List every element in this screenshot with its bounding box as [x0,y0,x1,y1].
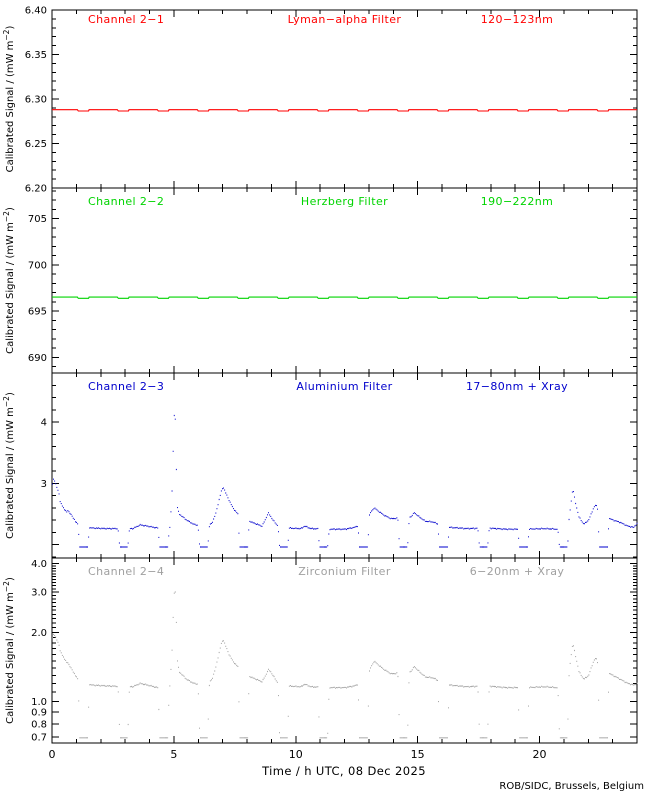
x-tick-label: 5 [170,748,177,761]
y-tick-label: 6.25 [25,139,47,150]
y-tick-label: 1.0 [31,697,47,708]
credit-text: ROB/SIDC, Brussels, Belgium [499,781,644,792]
data-series-line [52,109,637,112]
panel-channel-2-4: 0.7 0.80.91.0 2.0 3.0 4.0 0 5 10 15 20 Channel 2−4… [2,557,638,761]
y-tick-label: 6.30 [25,95,47,106]
panel-title-filter: Herzberg Filter [301,195,388,208]
y-tick-label: 700 [28,260,47,271]
y-tick-label: 6.40 [25,6,47,17]
y-axis-label: Calibrated Signal / (mW m−2) [2,392,16,539]
panel-title-band: 190−222nm [481,195,554,208]
panel-title-channel: Channel 2−1 [88,13,164,26]
y-tick-label: 4.0 [31,559,47,570]
y-tick-label: 2.0 [31,628,47,639]
x-tick-label: 0 [49,748,56,761]
panel-channel-2-2: 690 695 700 705 Channel 2−2 Herzberg Filter 19… [2,187,638,374]
y-tick-label: 690 [28,353,47,364]
y-tick-label: 6.35 [25,50,47,61]
panel-title-filter: Zirconium Filter [298,565,391,578]
y-axis-label: Calibrated Signal / (mW m−2) [2,577,16,724]
axes [51,372,638,559]
y-tick-label: 0.9 [31,708,47,719]
panel-title-channel: Channel 2−2 [88,195,164,208]
panel-channel-2-1: 6.20 6.25 6.30 6.35 6.40 Channel 2−1 Lyman−alp… [2,6,638,195]
y-tick-label: 705 [28,214,47,225]
x-axis-title: Time / h UTC, 08 Dec 2025 [261,764,426,778]
y-tick-label: 695 [28,307,47,318]
y-tick-label: 0.7 [31,733,47,744]
x-tick-label: 20 [533,748,547,761]
panel-title-band: 120−123nm [481,13,554,26]
panel-title-channel: Channel 2−4 [88,565,164,578]
data-series-points [52,591,638,739]
panel-title-filter: Aluminium Filter [296,380,392,393]
data-series-line [52,296,637,299]
panel-box [51,187,638,374]
panel-title-band: 17−80nm + Xray [466,380,568,393]
axes [51,187,638,374]
panel-box [51,372,638,559]
panel-title-band: 6−20nm + Xray [470,565,565,578]
y-tick-label: 3.0 [31,588,47,599]
x-tick-label: 15 [411,748,425,761]
panel-channel-2-3: 3 4 Channel 2−3 Aluminium Filter 17−80nm + X… [2,372,638,559]
y-tick-label: 0.8 [31,719,47,730]
panel-title-channel: Channel 2−3 [88,380,164,393]
y-tick-label: 3 [41,479,47,490]
y-tick-label: 6.20 [25,184,47,195]
panel-title-filter: Lyman−alpha Filter [288,13,402,26]
y-axis-label: Calibrated Signal / (mW m−2) [2,207,16,354]
axes [51,9,638,189]
x-tick-label: 10 [289,748,303,761]
y-axis-label: Calibrated Signal / (mW m−2) [2,26,16,173]
panel-box [51,9,638,189]
y-tick-label: 4 [41,418,47,429]
panels-group: 6.20 6.25 6.30 6.35 6.40 Channel 2−1 Lyman−alp… [2,6,638,761]
data-series-points [52,414,638,548]
panel-box [51,557,638,744]
axes [51,557,638,744]
